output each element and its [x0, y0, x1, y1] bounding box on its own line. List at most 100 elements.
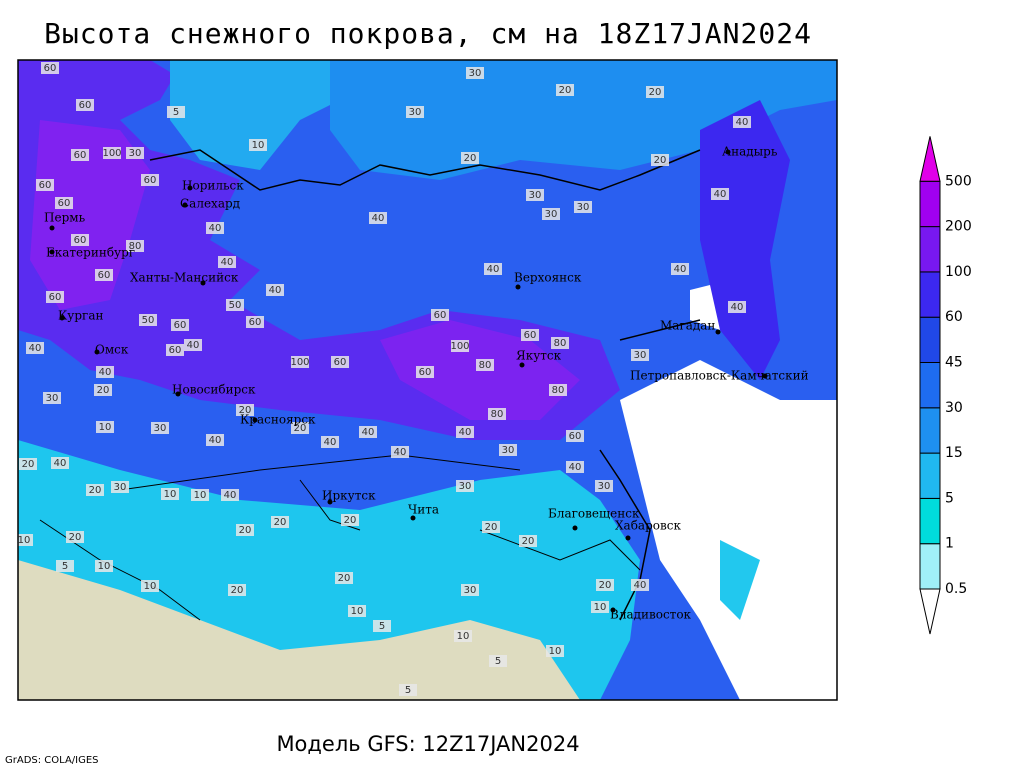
contour-label: 60 [434, 310, 447, 321]
contour-label: 20 [97, 385, 110, 396]
contour-label-box [86, 484, 104, 496]
contour-label: 20 [464, 153, 477, 164]
contour-label-box [141, 580, 159, 592]
contour-label: 60 [74, 235, 87, 246]
city-dot [572, 525, 578, 531]
contour-label-box [488, 408, 506, 420]
contour-label: 10 [164, 489, 177, 500]
contour-label-box [191, 489, 209, 501]
contour-label-box [574, 201, 592, 213]
contour-label-box [431, 309, 449, 321]
contour-label-box [139, 314, 157, 326]
contour-label-box [546, 645, 564, 657]
contour-label: 5 [379, 621, 385, 632]
contour-label: 80 [491, 409, 504, 420]
contour-label: 5 [495, 656, 501, 667]
subtitle: Модель GFS: 12Z17JAN2024 [276, 732, 579, 756]
contour-label-box [728, 301, 746, 313]
contour-label-box [631, 579, 649, 591]
city-label: Екатеринбург [46, 246, 135, 260]
city-dot [59, 315, 65, 321]
contour-label-box [331, 356, 349, 368]
contour-label-box [36, 179, 54, 191]
city-dot [410, 515, 416, 521]
contour-label-box [519, 535, 537, 547]
city-label: Хабаровск [615, 519, 681, 533]
contour-label: 40 [187, 340, 200, 351]
city-label: Чита [408, 503, 439, 517]
contour-label-box [76, 99, 94, 111]
contour-label-box [451, 340, 469, 352]
contour-label-box [651, 154, 669, 166]
contour-label: 10 [98, 561, 111, 572]
contour-label-box [456, 480, 474, 492]
contour-label: 20 [239, 405, 252, 416]
contour-label-box [406, 106, 424, 118]
city-label: Петропавловск-Камчатский [630, 369, 809, 383]
contour-label-box [373, 620, 391, 632]
city-dot [49, 249, 55, 255]
city-label: Норильск [182, 179, 244, 193]
contour-label: 30 [129, 148, 142, 159]
contour-label-box [335, 572, 353, 584]
contour-label: 60 [58, 198, 71, 209]
contour-label: 60 [144, 175, 157, 186]
contour-label-box [95, 269, 113, 281]
contour-label-box [671, 263, 689, 275]
contour-label: 30 [46, 393, 59, 404]
contour-label: 40 [221, 257, 234, 268]
contour-label-box [291, 422, 309, 434]
contour-label-box [521, 329, 539, 341]
contour-label: 10 [457, 631, 470, 642]
contour-label-box [542, 208, 560, 220]
contour-label: 100 [450, 341, 469, 352]
contour-label: 60 [249, 317, 262, 328]
contour-label: 100 [290, 357, 309, 368]
contour-label: 40 [209, 435, 222, 446]
contour-label: 20 [649, 87, 662, 98]
colorbar-band [919, 543, 941, 590]
contour-label-box [566, 461, 584, 473]
contour-label: 40 [487, 264, 500, 275]
contour-label: 40 [362, 427, 375, 438]
colorbar-label: 30 [945, 400, 963, 416]
city-dot [515, 284, 521, 290]
contour-label-box [46, 291, 64, 303]
contour-label: 80 [554, 338, 567, 349]
contour-label: 30 [114, 482, 127, 493]
contour-label-box [591, 601, 609, 613]
colorbar-label: 200 [945, 219, 972, 235]
colorbar-band [919, 362, 941, 409]
contour-label-box [348, 605, 366, 617]
city-dot [327, 499, 333, 505]
contour-label: 40 [714, 189, 727, 200]
contour-label: 30 [529, 190, 542, 201]
contour-label-box [391, 446, 409, 458]
contour-label: 60 [569, 431, 582, 442]
colorbar-label: 60 [945, 309, 963, 325]
city-dot [715, 329, 721, 335]
contour-label-box [18, 534, 33, 546]
contour-label-box [66, 531, 84, 543]
contour-label: 40 [54, 458, 67, 469]
contour-label: 20 [522, 536, 535, 547]
contour-label-box [95, 560, 113, 572]
contour-label: 40 [731, 302, 744, 313]
city-label: Магадан [660, 319, 715, 333]
contour-label-box [291, 356, 309, 368]
city-dot [519, 362, 525, 368]
region-very-deep [30, 120, 150, 310]
contour-label: 10 [144, 581, 157, 592]
colorbar-label: 5 [945, 490, 954, 506]
contour-label-box [226, 299, 244, 311]
city-dot [625, 535, 631, 541]
city-label: Иркутск [322, 489, 376, 503]
region-arctic [170, 60, 360, 170]
contour-label-box [166, 344, 184, 356]
colorbar-band [919, 452, 941, 499]
city-label: Омск [95, 343, 129, 357]
city-label: Ханты-Мансийск [130, 271, 239, 285]
contour-label: 20 [274, 517, 287, 528]
